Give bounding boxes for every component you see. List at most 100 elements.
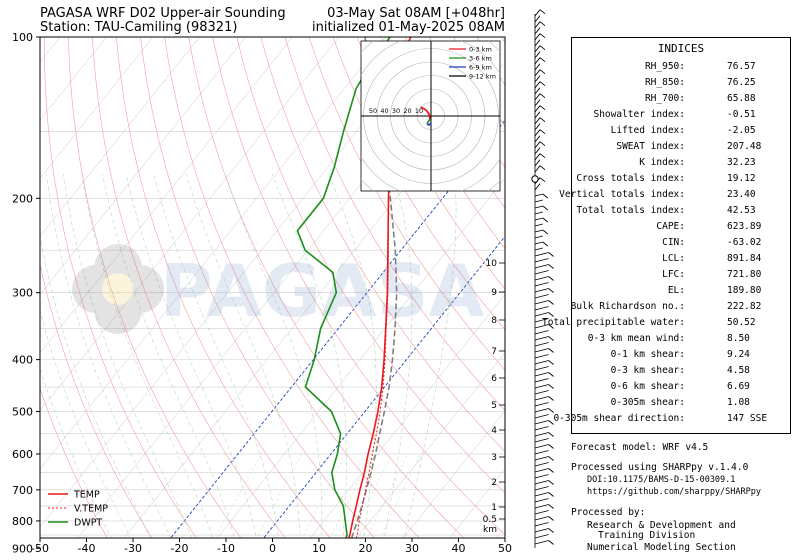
wind-barb	[534, 193, 543, 197]
wind-barb-feather	[548, 252, 554, 257]
isotherm-line	[40, 37, 340, 412]
wind-barb	[534, 252, 549, 257]
moist-adiabat	[328, 173, 377, 538]
wind-barb	[534, 300, 549, 305]
wind-barb-feather	[548, 492, 554, 497]
isotherm-line	[40, 37, 386, 470]
wind-barb-feather	[539, 117, 546, 123]
index-value: 23.40	[727, 189, 756, 200]
wind-barb	[534, 534, 549, 539]
wind-barb	[534, 87, 541, 95]
wind-barb	[534, 414, 549, 419]
processed-by: Processed by:	[571, 507, 646, 518]
index-row: 0-305m shear: 1.08	[572, 397, 790, 413]
wind-barb-feather	[548, 528, 554, 533]
hodograph-ring-label: 20	[403, 107, 411, 115]
wind-barb	[534, 480, 549, 485]
y-tick-label: 200	[12, 192, 33, 205]
wind-barb-feather	[548, 264, 554, 269]
index-value: 9.24	[727, 349, 750, 360]
wind-barb	[534, 81, 541, 89]
wind-barb	[534, 276, 549, 281]
dry-adiabat	[40, 387, 108, 538]
isotherm-line	[40, 37, 200, 237]
y-tick-label: 500	[12, 406, 33, 419]
legend-label: DWPT	[74, 518, 102, 529]
height-tick-label: 2	[491, 478, 497, 488]
wind-barb	[534, 510, 549, 515]
org-line-3: Numerical Modeling Section	[587, 542, 736, 553]
wind-barb	[534, 516, 549, 521]
wind-barb-feather	[548, 468, 554, 473]
index-label: Lifted index:	[610, 125, 685, 136]
legend-label: V.TEMP	[74, 504, 108, 515]
wind-barb	[534, 282, 549, 287]
isotherm-line	[170, 119, 505, 538]
dry-adiabat	[212, 37, 505, 536]
height-tick-label: 4	[491, 426, 497, 436]
index-row: Total precipitable water: 50.52	[542, 317, 790, 333]
y-tick-label: 300	[12, 287, 33, 300]
wind-barb-feather	[539, 177, 546, 183]
github-url[interactable]: https://github.com/sharppy/SHARPpy	[587, 487, 761, 497]
index-value: 42.53	[727, 205, 756, 216]
processed-using: Processed using SHARPpy v.1.4.0	[571, 462, 749, 473]
org-line-1: Research & Development and	[587, 520, 736, 531]
wind-barb	[534, 205, 543, 209]
index-label: RH_700:	[644, 93, 685, 104]
index-label: 0-305m shear direction:	[553, 413, 685, 424]
isotherm-line	[449, 468, 505, 538]
wind-barb-feather	[548, 288, 554, 293]
index-label: 0-3 km mean wind:	[587, 333, 685, 344]
wind-barb	[534, 57, 541, 65]
wind-barb	[534, 312, 549, 317]
wind-barb	[534, 360, 549, 365]
hodograph-legend-label: 0-3 km	[469, 46, 492, 54]
wind-barb	[534, 111, 541, 119]
x-tick-label: -30	[124, 542, 142, 555]
hodograph-inset: 50 40 30 20 10 0-3 km3-6 km6-9 km9-12 km	[360, 40, 501, 192]
wind-barb	[534, 129, 541, 137]
hodograph-legend-label: 9-12 km	[469, 73, 496, 81]
x-tick-label: -50	[31, 542, 49, 555]
wind-barb	[534, 330, 549, 335]
wind-barb	[534, 15, 541, 23]
wind-barb	[534, 241, 543, 245]
index-row: SWEAT index: 207.48	[572, 141, 790, 157]
index-row: 0-3 km shear: 4.58	[572, 365, 790, 381]
index-value: 19.12	[727, 173, 756, 184]
wind-barb-feather	[542, 205, 549, 211]
moist-adiabat	[185, 173, 301, 538]
hodograph-ring-label: 10	[415, 107, 423, 115]
wind-barb	[534, 390, 549, 395]
index-row: Total totals index: 42.53	[572, 205, 790, 221]
index-row: RH_700: 65.88	[572, 93, 790, 109]
index-row: LFC: 721.80	[572, 269, 790, 285]
moist-adiabat	[404, 173, 457, 538]
wind-barb-feather	[539, 93, 546, 99]
index-label: 0-305m shear:	[610, 397, 685, 408]
wind-barb	[534, 342, 549, 347]
wind-barb-feather	[548, 336, 554, 341]
hodograph-legend-label: 3-6 km	[469, 55, 492, 63]
indices-title: INDICES	[657, 42, 705, 55]
y-tick-label: 400	[12, 354, 33, 367]
wind-barb-feather	[548, 396, 554, 401]
index-value: -2.05	[727, 125, 756, 136]
index-row: Lifted index: -2.05	[572, 125, 790, 141]
dry-adiabat	[356, 37, 505, 290]
height-tick-label: km	[483, 525, 497, 535]
wind-barb	[534, 183, 541, 191]
wind-barb-feather	[539, 57, 546, 63]
wind-barb	[534, 153, 541, 161]
wind-barb	[534, 93, 541, 101]
x-tick-label: 10	[312, 542, 326, 555]
index-label: Bulk Richardson no.:	[570, 301, 685, 312]
wind-barb	[534, 123, 541, 131]
index-value: 8.50	[727, 333, 750, 344]
wind-barb	[534, 135, 541, 143]
mixing-ratio-line	[329, 453, 373, 538]
wind-barb-feather	[548, 420, 554, 425]
wind-barb	[534, 294, 549, 299]
